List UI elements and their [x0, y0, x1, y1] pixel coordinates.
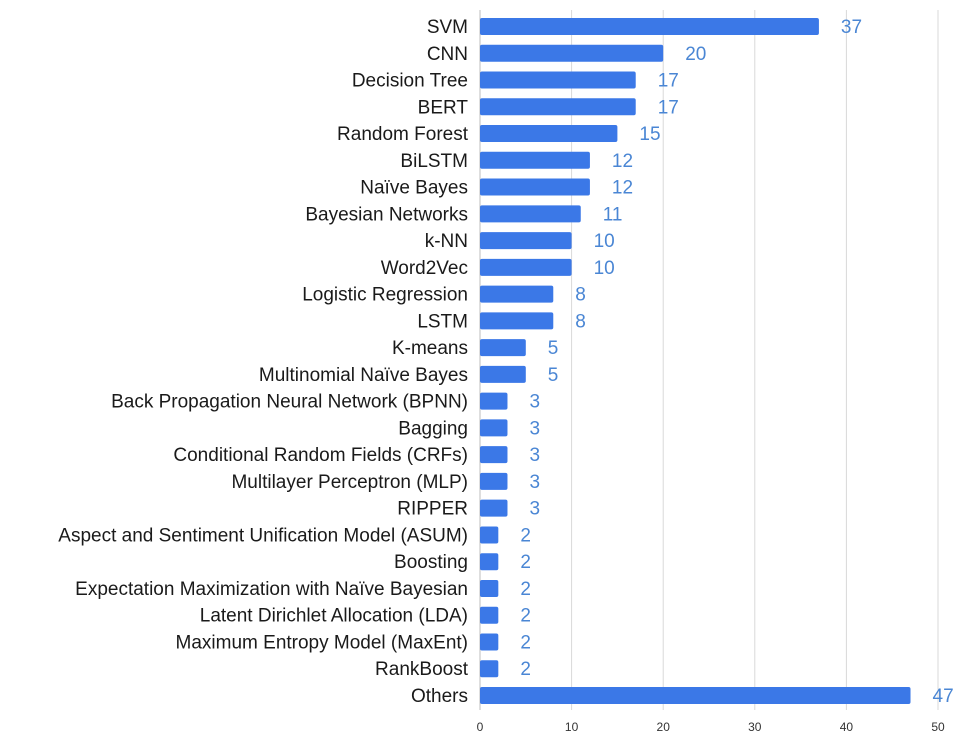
value-label: 2 — [520, 552, 531, 573]
category-label: BERT — [418, 97, 469, 118]
bar — [480, 419, 508, 437]
category-label: Latent Dirichlet Allocation (LDA) — [200, 606, 468, 627]
category-label: BiLSTM — [400, 151, 468, 172]
bar — [480, 472, 508, 490]
value-label: 3 — [529, 499, 540, 520]
bar — [480, 205, 581, 223]
x-tick-label: 20 — [657, 720, 671, 734]
value-label: 17 — [658, 97, 679, 118]
bar — [480, 446, 508, 464]
category-label: Random Forest — [337, 124, 469, 145]
x-tick-label: 30 — [748, 720, 762, 734]
value-label: 2 — [520, 606, 531, 627]
category-label: Multinomial Naïve Bayes — [259, 365, 468, 386]
value-label: 3 — [529, 418, 540, 439]
x-tick-label: 40 — [840, 720, 854, 734]
x-tick-label: 0 — [477, 720, 484, 734]
value-label: 2 — [520, 659, 531, 680]
bar — [480, 392, 508, 410]
value-label: 12 — [612, 178, 633, 199]
bar — [480, 339, 526, 357]
bar — [480, 232, 572, 250]
bar — [480, 499, 508, 517]
category-label: LSTM — [417, 311, 468, 332]
category-label: Expectation Maximization with Naïve Baye… — [75, 579, 468, 600]
category-label: Bagging — [398, 418, 468, 439]
value-label: 8 — [575, 311, 586, 332]
bar — [480, 18, 819, 35]
category-label: RIPPER — [397, 499, 468, 520]
x-tick-label: 50 — [931, 720, 945, 734]
category-label: CNN — [427, 44, 468, 65]
value-label: 2 — [520, 525, 531, 546]
bar — [480, 606, 499, 624]
category-labels: SVM CNN Decision Tree BERT Random Forest BiLS… — [58, 17, 468, 707]
category-label: Conditional Random Fields (CRFs) — [173, 445, 468, 466]
bars — [480, 18, 911, 704]
bar — [480, 44, 664, 62]
category-label: Maximum Entropy Model (MaxEnt) — [176, 632, 468, 653]
bar — [480, 285, 554, 303]
bar — [480, 125, 618, 143]
bar — [480, 258, 572, 276]
value-label: 10 — [594, 258, 615, 279]
category-label: k-NN — [425, 231, 468, 252]
value-label: 15 — [639, 124, 660, 145]
category-label: Aspect and Sentiment Unification Model (… — [58, 525, 468, 546]
bar — [480, 633, 499, 651]
x-axis-ticks: 0 10 20 30 40 50 — [477, 720, 945, 734]
category-label: RankBoost — [375, 659, 469, 680]
category-label: SVM — [427, 17, 468, 38]
bar — [480, 579, 499, 597]
category-label: Word2Vec — [381, 258, 468, 279]
bar — [480, 687, 911, 704]
x-tick-label: 10 — [565, 720, 579, 734]
value-label: 20 — [685, 44, 706, 65]
bar — [480, 178, 590, 196]
value-label: 37 — [841, 17, 862, 38]
value-label: 3 — [529, 392, 540, 413]
value-label: 47 — [933, 686, 954, 707]
value-label: 8 — [575, 285, 586, 306]
bar — [480, 660, 499, 678]
category-label: Logistic Regression — [302, 285, 468, 306]
value-label: 5 — [548, 338, 559, 359]
bar — [480, 312, 554, 330]
value-label: 3 — [529, 472, 540, 493]
value-label: 11 — [603, 204, 623, 225]
bar — [480, 71, 636, 89]
value-label: 5 — [548, 365, 559, 386]
value-label: 12 — [612, 151, 633, 172]
value-label: 17 — [658, 71, 679, 92]
bar — [480, 98, 636, 116]
value-label: 10 — [594, 231, 615, 252]
category-label: Others — [411, 686, 468, 707]
bar — [480, 151, 590, 169]
bar — [480, 365, 526, 383]
category-label: Back Propagation Neural Network (BPNN) — [111, 392, 468, 413]
value-label: 2 — [520, 579, 531, 600]
category-label: Decision Tree — [352, 71, 468, 92]
category-label: Boosting — [394, 552, 468, 573]
bar — [480, 553, 499, 571]
bar — [480, 526, 499, 544]
category-label: Naïve Bayes — [360, 178, 468, 199]
category-label: K-means — [392, 338, 468, 359]
value-label: 3 — [529, 445, 540, 466]
value-label: 2 — [520, 632, 531, 653]
category-label: Multilayer Perceptron (MLP) — [231, 472, 468, 493]
category-label: Bayesian Networks — [305, 204, 468, 225]
